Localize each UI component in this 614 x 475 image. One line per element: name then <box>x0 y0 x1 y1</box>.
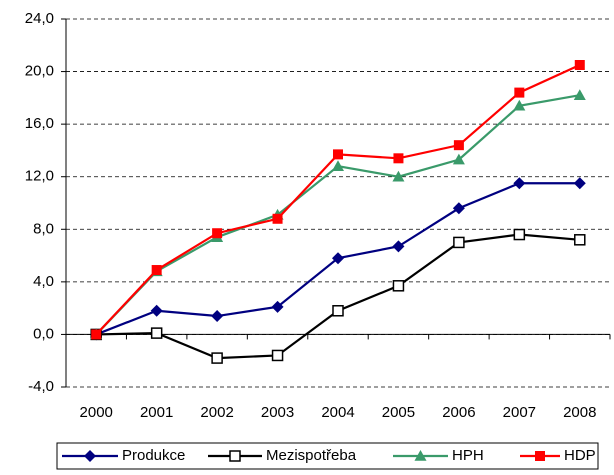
marker <box>452 153 465 165</box>
marker <box>151 265 162 276</box>
marker <box>272 213 283 224</box>
marker <box>573 89 586 101</box>
legend-label: HDP <box>564 447 596 464</box>
marker <box>574 60 585 70</box>
marker <box>392 240 405 253</box>
marker <box>332 252 344 265</box>
marker <box>392 280 405 292</box>
x-tick-label: 2001 <box>140 404 173 421</box>
marker <box>513 228 526 241</box>
marker <box>513 177 526 190</box>
y-tick-label: 24,0 <box>25 10 54 27</box>
marker <box>333 149 343 160</box>
marker <box>392 170 405 182</box>
marker <box>150 304 163 317</box>
marker <box>393 153 404 164</box>
marker <box>91 329 102 340</box>
series-line <box>95 94 580 336</box>
marker <box>514 87 525 98</box>
legend-label: Produkce <box>122 447 185 464</box>
marker <box>212 228 223 239</box>
marker <box>513 99 526 111</box>
marker <box>84 450 96 462</box>
y-tick-label: 4,0 <box>33 273 54 290</box>
x-tick-label: 2002 <box>200 404 233 421</box>
marker <box>414 450 427 461</box>
y-tick-label: 8,0 <box>33 220 54 237</box>
x-tick-label: 2005 <box>382 404 415 421</box>
marker <box>573 177 586 190</box>
x-tick-label: 2006 <box>442 404 475 421</box>
marker <box>332 160 344 171</box>
marker <box>535 451 545 461</box>
y-tick-label: 20,0 <box>25 63 54 80</box>
marker <box>332 305 344 317</box>
x-tick-label: 2008 <box>563 404 596 421</box>
marker <box>271 300 284 313</box>
marker <box>211 310 224 323</box>
x-tick-label: 2004 <box>321 404 354 421</box>
y-tick-label: -4,0 <box>28 378 54 395</box>
marker <box>211 352 223 364</box>
y-tick-label: 12,0 <box>25 168 54 185</box>
y-tick-label: 16,0 <box>25 115 54 132</box>
legend-label: HPH <box>452 447 484 464</box>
marker <box>453 236 465 249</box>
x-tick-label: 2003 <box>261 404 294 421</box>
series-line <box>95 63 581 336</box>
marker <box>229 450 241 462</box>
marker <box>574 234 586 246</box>
marker <box>150 327 163 339</box>
x-tick-label: 2000 <box>80 404 113 421</box>
legend <box>56 442 599 470</box>
x-tick-label: 2007 <box>503 404 536 421</box>
y-tick-label: 0,0 <box>33 325 54 342</box>
legend-label: Mezispotřeba <box>266 447 357 464</box>
marker <box>453 140 464 151</box>
marker <box>271 349 284 362</box>
marker <box>452 202 465 215</box>
